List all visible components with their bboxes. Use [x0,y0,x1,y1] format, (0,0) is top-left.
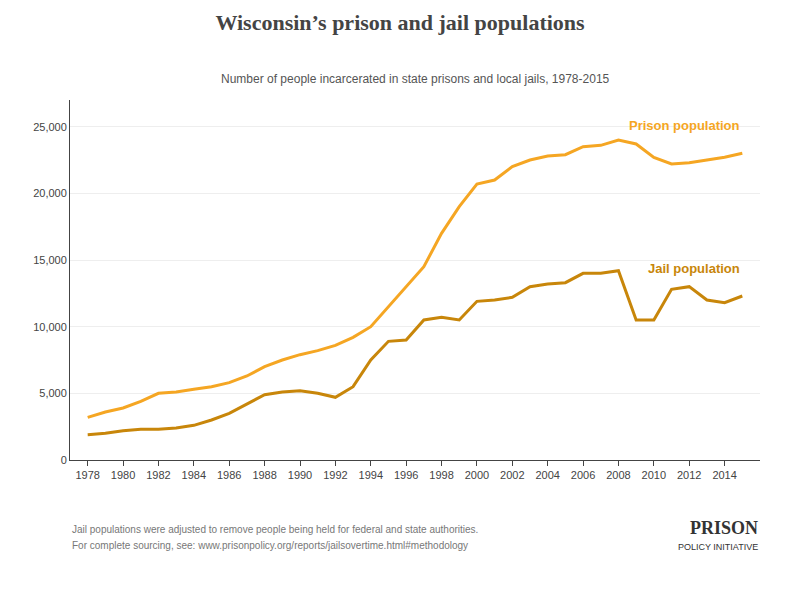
svg-text:Number of people incarcerated: Number of people incarcerated in state p… [221,72,610,86]
svg-text:20,000: 20,000 [33,187,67,199]
svg-text:PRISON: PRISON [690,518,758,538]
svg-text:1988: 1988 [252,469,276,481]
svg-text:1996: 1996 [394,469,418,481]
svg-text:1980: 1980 [111,469,135,481]
svg-text:2014: 2014 [712,469,736,481]
svg-text:For complete sourcing, see: ww: For complete sourcing, see: www.prisonpo… [72,540,468,551]
svg-text:Wisconsin’s prison and jail po: Wisconsin’s prison and jail populations [215,10,585,35]
svg-text:2010: 2010 [642,469,666,481]
svg-text:0: 0 [61,454,67,466]
svg-text:Jail populations were adjusted: Jail populations were adjusted to remove… [72,524,478,535]
svg-text:1994: 1994 [359,469,383,481]
svg-text:2008: 2008 [606,469,630,481]
svg-text:1984: 1984 [182,469,206,481]
svg-text:15,000: 15,000 [33,254,67,266]
svg-text:2006: 2006 [571,469,595,481]
svg-text:1986: 1986 [217,469,241,481]
svg-text:2012: 2012 [677,469,701,481]
svg-text:10,000: 10,000 [33,321,67,333]
svg-text:2002: 2002 [500,469,524,481]
svg-text:2000: 2000 [465,469,489,481]
svg-text:POLICY INITIATIVE: POLICY INITIATIVE [678,542,758,552]
svg-text:1998: 1998 [429,469,453,481]
svg-text:Prison population: Prison population [629,118,740,133]
svg-text:25,000: 25,000 [33,121,67,133]
svg-text:1992: 1992 [323,469,347,481]
svg-text:5,000: 5,000 [39,387,67,399]
svg-text:1990: 1990 [288,469,312,481]
svg-text:1982: 1982 [146,469,170,481]
svg-text:Jail population: Jail population [648,261,740,276]
svg-text:2004: 2004 [535,469,559,481]
svg-text:1978: 1978 [75,469,99,481]
